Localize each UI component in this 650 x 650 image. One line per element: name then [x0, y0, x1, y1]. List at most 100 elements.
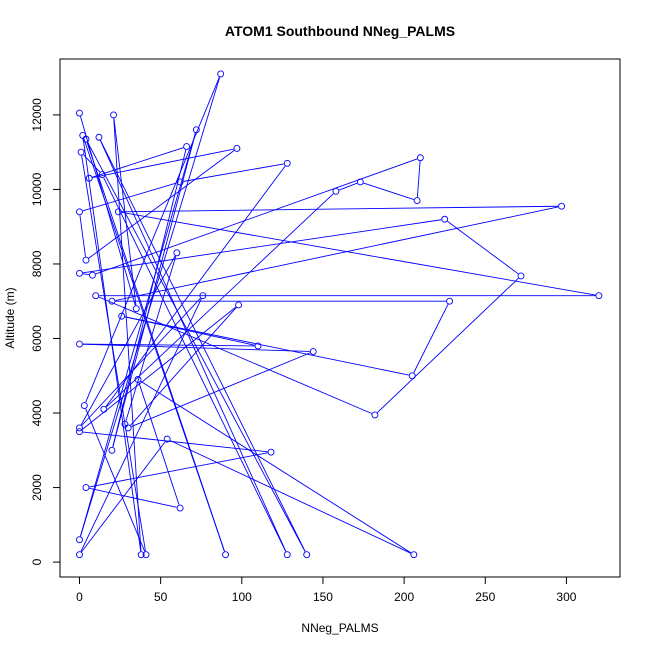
series-segment [80, 116, 136, 306]
data-point [121, 420, 129, 428]
data-point [217, 70, 225, 78]
data-point [303, 551, 311, 559]
x-tick-label: 250 [475, 590, 495, 604]
series-segment [103, 177, 287, 552]
data-point [114, 208, 122, 216]
series-segment [82, 431, 268, 453]
series-segment [100, 140, 306, 552]
data-point [173, 249, 181, 257]
series-segment [92, 148, 234, 179]
data-point [222, 551, 230, 559]
data-point [416, 154, 424, 162]
series-segment [80, 133, 196, 537]
x-tick-label: 100 [232, 590, 252, 604]
series-segment [87, 142, 306, 552]
series-segment [339, 182, 358, 191]
series-segment [130, 307, 237, 426]
data-point [76, 424, 83, 432]
series-segment [413, 304, 449, 373]
series-segment [89, 452, 268, 488]
data-point [98, 171, 106, 178]
series-segment [80, 255, 176, 426]
series-segment [125, 256, 177, 421]
data-point [408, 372, 416, 380]
data-point [108, 446, 116, 454]
data-point [176, 178, 184, 186]
series-segment [121, 205, 559, 213]
data-point [163, 435, 171, 443]
x-axis-label: NNeg_PALMS [301, 621, 378, 635]
y-axis-label: Altitude (m) [3, 287, 17, 348]
data-point [82, 256, 90, 264]
series-segment [92, 147, 184, 178]
series-segment [106, 193, 334, 408]
data-point [134, 376, 142, 383]
x-tick-label: 0 [76, 590, 83, 604]
series-segment [121, 211, 596, 296]
series-segment [82, 343, 255, 347]
series-segment [82, 273, 90, 276]
series-segment [183, 163, 284, 182]
series-segment [105, 165, 286, 407]
data-point [441, 215, 449, 223]
data-point [76, 340, 83, 348]
data-point [108, 297, 116, 305]
x-tick-label: 150 [313, 590, 333, 604]
data-point [267, 448, 275, 456]
data-point [118, 312, 126, 320]
data-point [76, 208, 83, 216]
data-point [95, 133, 103, 141]
y-tick-label: 4000 [30, 399, 44, 426]
y-tick-label: 10000 [30, 172, 44, 206]
data-point [82, 135, 90, 143]
y-tick-label: 6000 [30, 325, 44, 352]
series-segment [83, 154, 101, 173]
data-point [85, 174, 93, 182]
series-segment [98, 296, 372, 414]
series-segment [131, 352, 311, 428]
series-segment [115, 206, 559, 301]
series-segment [99, 140, 287, 552]
series-segment [138, 382, 180, 505]
series-segment [81, 155, 146, 552]
data-point [77, 148, 85, 156]
data-point [199, 292, 207, 300]
series-segment [363, 182, 414, 200]
series-segment [95, 158, 418, 275]
y-tick-label: 8000 [30, 250, 44, 277]
data-point [413, 197, 421, 205]
data-point [142, 551, 150, 559]
series-segment [447, 220, 519, 275]
x-axis: 0 50 100 150 200 250 300 [76, 576, 577, 604]
series-segment [82, 219, 442, 274]
data-point [183, 143, 191, 151]
data-point [283, 551, 291, 559]
data-point [192, 126, 200, 134]
series-segment [81, 306, 237, 430]
data-point [110, 111, 118, 119]
data-point [332, 187, 340, 195]
data-point [92, 292, 100, 300]
data-point [76, 551, 83, 559]
data-point [132, 305, 140, 313]
data-point [283, 159, 291, 167]
data-point [233, 144, 241, 152]
y-axis: 0 2000 4000 6000 8000 10000 12000 [30, 98, 61, 565]
data-point [371, 411, 379, 419]
chart-title: ATOM1 Southbound NNeg_PALMS [225, 23, 455, 39]
y-tick-label: 12000 [30, 98, 44, 132]
series-segment [80, 298, 202, 552]
data-point [595, 292, 603, 300]
y-tick-label: 0 [30, 558, 44, 565]
data-point [176, 504, 184, 512]
data-point [356, 178, 364, 186]
series-segment [140, 380, 412, 554]
data-point [89, 271, 96, 279]
series-segment [81, 297, 201, 426]
data-point [82, 484, 90, 492]
series-segment [89, 487, 177, 508]
data-point [309, 348, 317, 355]
series-segment [125, 316, 255, 346]
data-point [254, 342, 262, 350]
